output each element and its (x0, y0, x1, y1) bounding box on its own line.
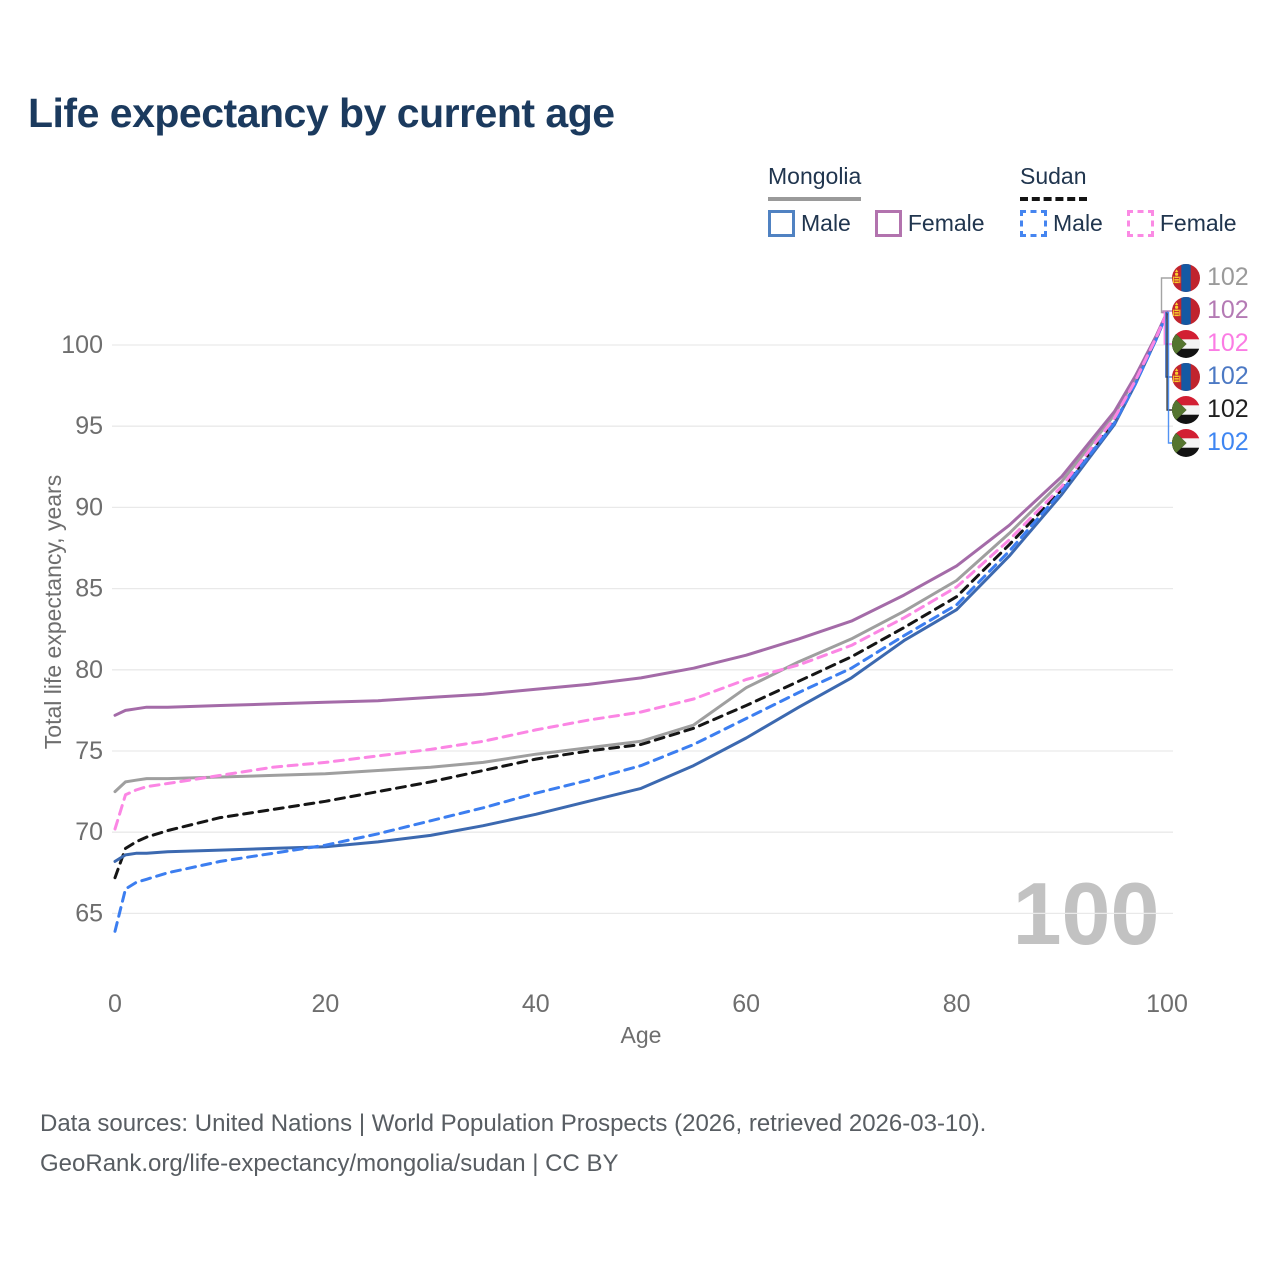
series-end-labels: 102 102 (1172, 261, 1249, 459)
y-tick-label: 85 (75, 575, 103, 603)
mongolia-flag-icon (1172, 263, 1200, 292)
y-axis-title: Total life expectancy, years (40, 474, 66, 750)
y-tick-label: 90 (75, 493, 103, 521)
series-line-sudan-both (113, 311, 1169, 880)
x-tick-label: 0 (108, 990, 122, 1018)
legend-item-sudan-male[interactable]: Male (1020, 210, 1103, 237)
end-label-row: 102 (1172, 327, 1249, 360)
end-label-row: 102 (1172, 261, 1249, 294)
page-title: Life expectancy by current age (28, 90, 615, 136)
series-line-mongolia-male (113, 311, 1169, 863)
series-line-sudan-female (113, 311, 1169, 831)
x-tick-label: 60 (732, 990, 760, 1018)
series-line-mongolia-female (113, 311, 1169, 717)
end-label-row: 102 (1172, 426, 1249, 459)
legend-item-label: Female (1159, 210, 1237, 236)
series-line-mongolia-both (113, 311, 1169, 794)
end-label-row: 102 (1172, 360, 1249, 393)
y-tick-label: 75 (75, 737, 103, 765)
legend-country-label: Sudan (1020, 163, 1087, 201)
footer-attribution: GeoRank.org/life-expectancy/mongolia/sud… (40, 1150, 619, 1177)
legend-item-label: Female (907, 210, 985, 236)
y-tick-label: 95 (75, 412, 103, 440)
x-tick-label: 40 (522, 990, 550, 1018)
legend-swatch (1126, 210, 1154, 237)
legend-item-mongolia-female[interactable]: Female (874, 210, 985, 237)
end-label-value: 102 (1207, 395, 1249, 423)
y-tick-label: 100 (61, 331, 103, 359)
legend-group-mongolia: Mongolia Male Female (768, 163, 1009, 237)
legend-swatch (768, 210, 795, 237)
mongolia-flag-icon (1172, 362, 1200, 391)
legend-swatch (1020, 210, 1047, 237)
sudan-flag-icon (1172, 395, 1200, 424)
footer-data-sources: Data sources: United Nations | World Pop… (40, 1110, 987, 1137)
end-label-value: 102 (1207, 296, 1249, 324)
end-label-row: 102 (1172, 393, 1249, 426)
legend-item-label: Male (801, 210, 851, 236)
series-line-sudan-male (113, 311, 1169, 933)
end-label-value: 102 (1207, 263, 1249, 291)
legend-item-mongolia-male[interactable]: Male (768, 210, 851, 237)
end-label-row: 102 (1172, 294, 1249, 327)
end-label-value: 102 (1207, 362, 1249, 390)
end-label-connector (1165, 311, 1173, 378)
sudan-flag-icon (1172, 428, 1200, 457)
legend-item-sudan-female[interactable]: Female (1126, 210, 1237, 237)
legend-country-label: Mongolia (768, 163, 862, 201)
x-axis-title: Age (620, 1022, 662, 1048)
legend-swatch (874, 210, 902, 237)
legend-group-sudan: Sudan Male Female (1020, 163, 1261, 237)
end-label-value: 102 (1207, 428, 1249, 456)
x-tick-label: 80 (943, 990, 971, 1018)
x-tick-label: 100 (1146, 990, 1188, 1018)
end-label-connector (1167, 311, 1173, 444)
y-tick-label: 65 (75, 899, 103, 927)
mongolia-flag-icon (1172, 296, 1200, 325)
legend-item-label: Male (1053, 210, 1103, 236)
sudan-flag-icon (1172, 329, 1200, 358)
y-tick-label: 70 (75, 818, 103, 846)
y-tick-label: 80 (75, 656, 103, 684)
end-label-value: 102 (1207, 329, 1249, 357)
x-tick-label: 20 (311, 990, 339, 1018)
